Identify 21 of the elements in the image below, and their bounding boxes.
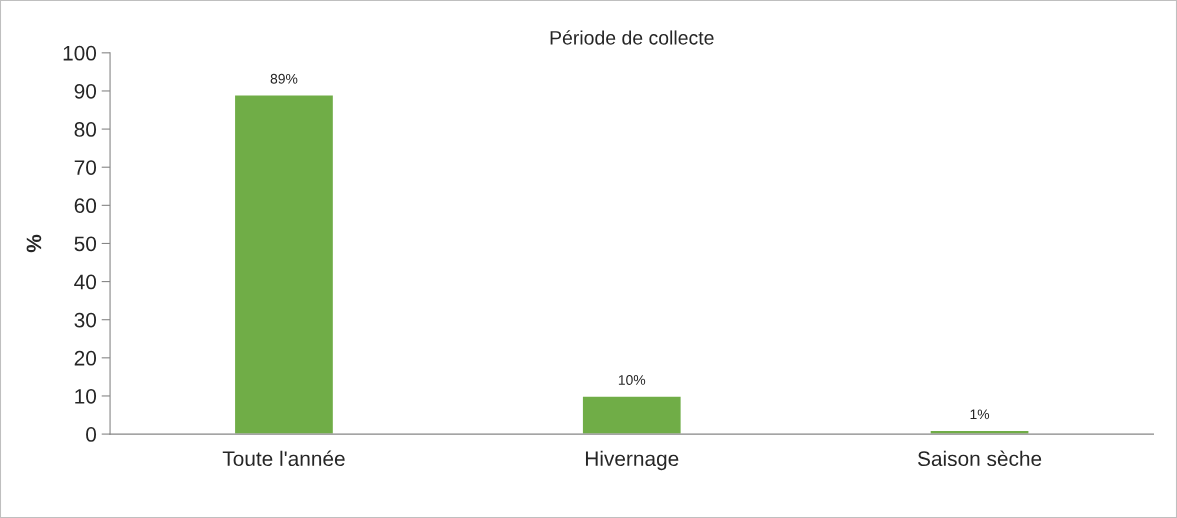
y-tick-label: 20 <box>74 350 97 366</box>
y-tick-label: 30 <box>74 312 97 328</box>
data-label: 10% <box>618 375 646 385</box>
data-label: 89% <box>270 73 298 84</box>
bar <box>581 395 683 435</box>
bar <box>233 94 335 435</box>
y-tick-label: 0 <box>86 427 97 442</box>
y-tick-label: 10 <box>75 388 97 404</box>
y-tick-label: 70 <box>74 160 97 175</box>
y-tick-label: 60 <box>74 198 97 214</box>
y-tick-label: 40 <box>74 274 97 290</box>
chart-title: Période de collecte <box>550 30 714 45</box>
y-tick-label: 50 <box>74 236 97 252</box>
y-axis-title: % <box>26 234 42 253</box>
x-tick-label: Toute l'année <box>222 450 345 467</box>
x-tick-label: Saison sèche <box>917 450 1042 467</box>
y-tick-label: 90 <box>74 83 97 99</box>
y-tick-label: 80 <box>74 122 97 137</box>
data-label: 1% <box>970 409 990 420</box>
y-tick-label: 100 <box>63 45 97 61</box>
x-tick-label: Hivernage <box>585 450 679 471</box>
